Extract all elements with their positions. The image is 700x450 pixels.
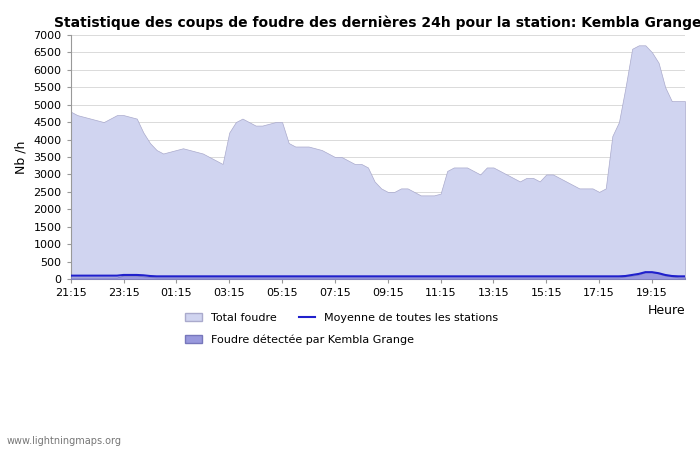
Y-axis label: Nb /h: Nb /h	[15, 140, 28, 174]
Text: www.lightningmaps.org: www.lightningmaps.org	[7, 436, 122, 446]
Title: Statistique des coups de foudre des dernières 24h pour la station: Kembla Grange: Statistique des coups de foudre des dern…	[54, 15, 700, 30]
X-axis label: Heure: Heure	[648, 304, 685, 317]
Legend: Foudre détectée par Kembla Grange: Foudre détectée par Kembla Grange	[181, 330, 418, 349]
